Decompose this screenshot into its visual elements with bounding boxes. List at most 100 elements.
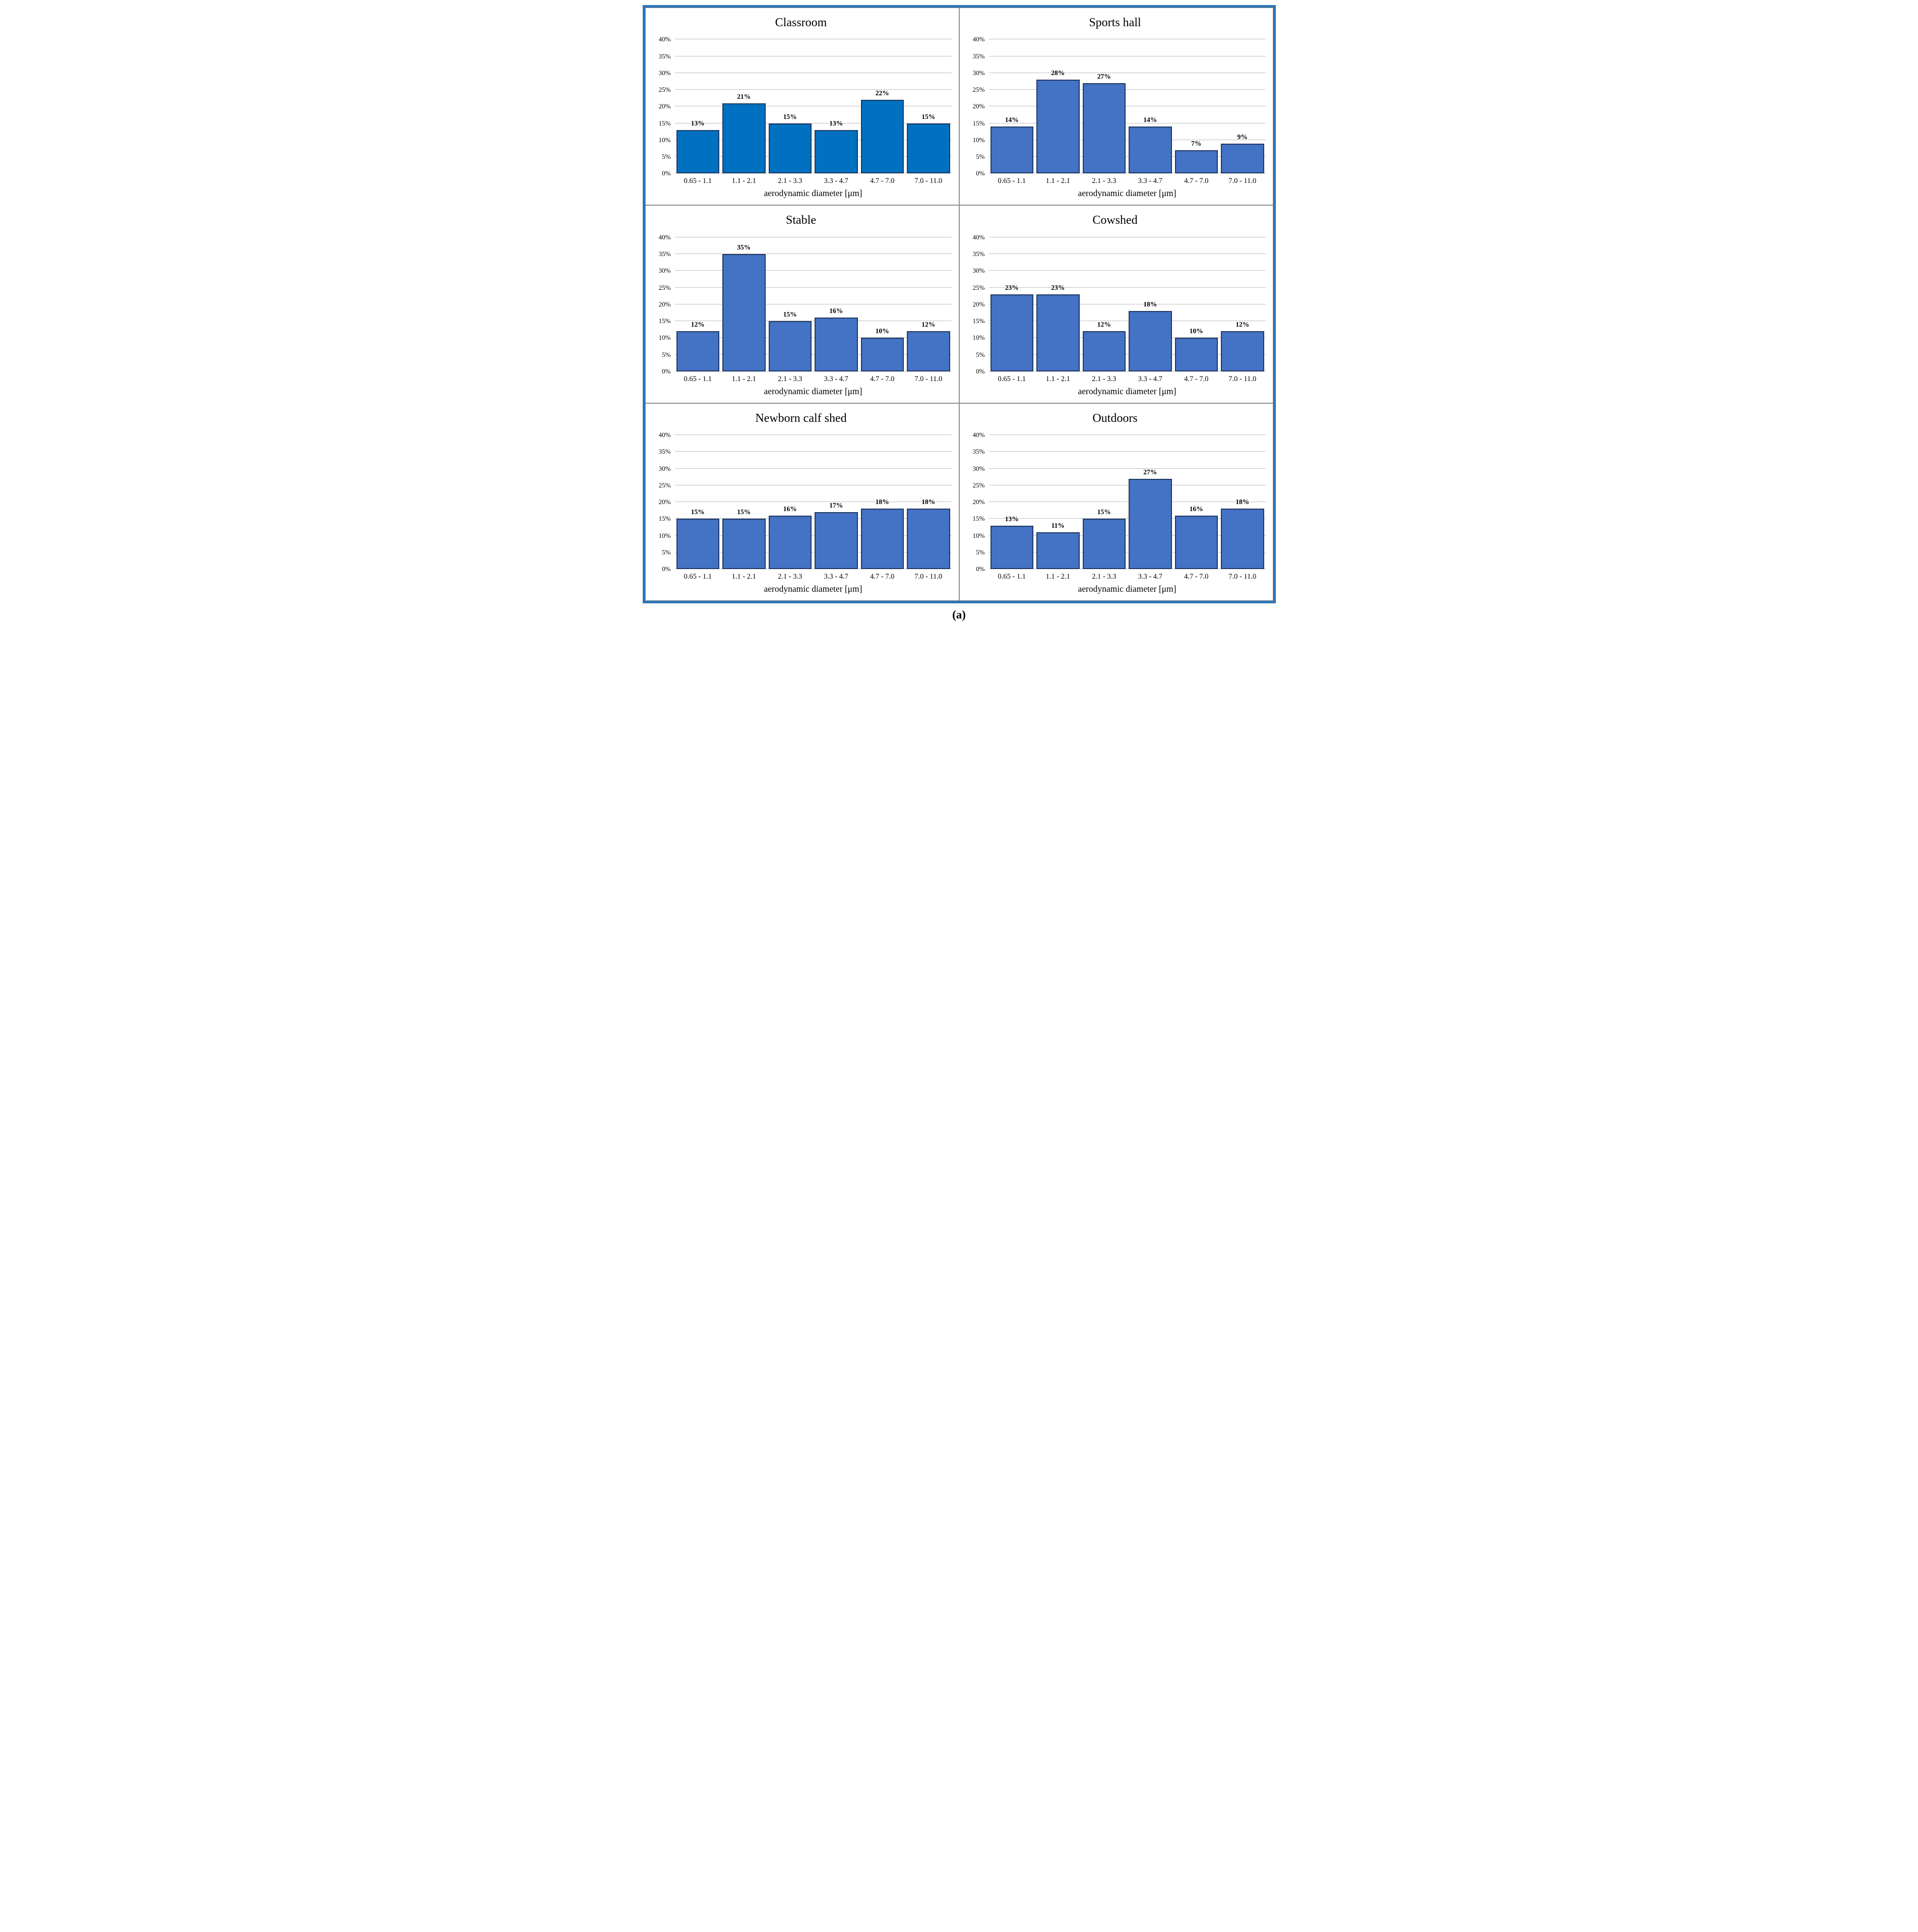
chart-body: 0% 5% 10% 15% 20% 25% 30% 35% 40% 12% 35% 15% 16% 10%… <box>651 233 952 375</box>
bar <box>1129 127 1172 174</box>
bar <box>815 512 858 570</box>
bar <box>768 321 812 371</box>
bar-value-label: 16% <box>1189 505 1203 513</box>
bar <box>1129 311 1172 371</box>
x-tick-labels: 0.65 - 1.1 1.1 - 2.1 2.1 - 3.3 3.3 - 4.7 4.7… <box>989 573 1266 581</box>
x-axis-title: aerodynamic diameter [μm] <box>764 188 862 199</box>
bar-value-label: 13% <box>829 119 843 127</box>
bar-slot: 18% <box>905 435 952 570</box>
x-tick-label: 0.65 - 1.1 <box>684 375 712 383</box>
bar-slot: 16% <box>1173 435 1220 570</box>
bar <box>768 123 812 174</box>
plot-area: 14% 28% 27% 14% 7% 9% <box>988 39 1266 174</box>
y-tick-label: 15% <box>972 119 985 127</box>
x-tick-label: 0.65 - 1.1 <box>684 573 712 581</box>
bar <box>1174 515 1218 570</box>
page: Classroom 0% 5% 10% 15% 20% 25% 30% 35% 40% 13% 21%… <box>639 0 1280 626</box>
y-tick-label: 40% <box>972 35 985 43</box>
gridline <box>674 270 952 271</box>
y-tick-label: 40% <box>658 35 671 43</box>
bar-value-label: 23% <box>1051 283 1065 291</box>
y-tick-label: 0% <box>662 169 671 177</box>
y-axis: 0% 5% 10% 15% 20% 25% 30% 35% 40% <box>651 35 675 177</box>
bar <box>860 100 904 174</box>
chart-body: 0% 5% 10% 15% 20% 25% 30% 35% 40% 15% 15% 16% 17% 18%… <box>651 431 952 573</box>
bar <box>768 515 812 570</box>
x-tick-label: 4.7 - 7.0 <box>870 375 895 383</box>
y-tick-label: 30% <box>972 267 985 275</box>
x-tick-label: 1.1 - 2.1 <box>1045 375 1070 383</box>
y-tick-label: 0% <box>662 565 671 573</box>
y-tick-label: 20% <box>972 102 985 110</box>
bar-slot: 10% <box>1173 237 1220 371</box>
bar-value-label: 22% <box>875 89 889 97</box>
chart-title: Stable <box>786 214 816 227</box>
y-axis: 0% 5% 10% 15% 20% 25% 30% 35% 40% <box>965 233 989 375</box>
y-tick-label: 35% <box>972 250 985 258</box>
y-tick-label: 5% <box>662 548 671 556</box>
chart-panel-outdoors: Outdoors 0% 5% 10% 15% 20% 25% 30% 35% 40% 13% 11% 1… <box>959 403 1273 601</box>
figure-frame: Classroom 0% 5% 10% 15% 20% 25% 30% 35% 40% 13% 21%… <box>642 5 1276 604</box>
y-tick-label: 10% <box>972 136 985 144</box>
y-tick-label: 5% <box>662 153 671 161</box>
y-tick-label: 20% <box>658 498 671 506</box>
gridline <box>674 287 952 288</box>
chart-panel-cowshed: Cowshed 0% 5% 10% 15% 20% 25% 30% 35% 40% 23% 23% 12… <box>959 206 1273 403</box>
y-axis: 0% 5% 10% 15% 20% 25% 30% 35% 40% <box>651 233 675 375</box>
chart-grid: Classroom 0% 5% 10% 15% 20% 25% 30% 35% 40% 13% 21%… <box>645 8 1273 601</box>
bar-slot: 21% <box>721 39 767 174</box>
bar-slot: 9% <box>1219 39 1266 174</box>
bar <box>1082 331 1126 371</box>
y-tick-label: 15% <box>972 317 985 325</box>
y-tick-label: 35% <box>658 448 671 456</box>
bar-slot: 22% <box>859 39 906 174</box>
x-axis-title: aerodynamic diameter [μm] <box>1078 386 1177 396</box>
bar-slot: 15% <box>721 435 767 570</box>
chart-title: Classroom <box>775 16 827 29</box>
bar <box>1221 331 1264 371</box>
x-tick-label: 4.7 - 7.0 <box>870 573 895 581</box>
bar <box>990 127 1033 174</box>
y-tick-label: 15% <box>658 317 671 325</box>
y-tick-label: 35% <box>972 448 985 456</box>
bar-slots: 12% 35% 15% 16% 10% 12% <box>675 237 952 371</box>
bar-slot: 18% <box>1219 435 1266 570</box>
bar-slots: 15% 15% 16% 17% 18% 18% <box>675 435 952 570</box>
x-tick-label: 7.0 - 11.0 <box>914 177 943 185</box>
bar-slot: 12% <box>905 237 952 371</box>
bar-slot: 27% <box>1081 39 1128 174</box>
bar-slot: 15% <box>905 39 952 174</box>
bar-value-label: 15% <box>691 508 705 516</box>
bar <box>907 331 950 371</box>
x-axis-title: aerodynamic diameter [μm] <box>1078 188 1177 199</box>
x-tick-label: 3.3 - 4.7 <box>824 573 848 581</box>
x-tick-label: 3.3 - 4.7 <box>824 375 848 383</box>
bar-value-label: 15% <box>783 310 797 319</box>
gridline <box>988 468 1266 469</box>
gridline <box>674 518 952 519</box>
bar-value-label: 12% <box>691 320 705 328</box>
bar-value-label: 27% <box>1143 468 1157 476</box>
y-tick-label: 15% <box>658 119 671 127</box>
bar-slot: 28% <box>1035 39 1081 174</box>
bar <box>990 525 1033 570</box>
x-tick-label: 0.65 - 1.1 <box>684 177 712 185</box>
y-tick-label: 25% <box>658 283 671 291</box>
bar-slot: 12% <box>1219 237 1266 371</box>
y-tick-label: 30% <box>972 464 985 472</box>
bar-value-label: 16% <box>783 505 797 513</box>
bar <box>676 331 719 371</box>
bar-slot: 10% <box>859 237 906 371</box>
bar <box>722 519 766 570</box>
x-tick-label: 0.65 - 1.1 <box>998 573 1026 581</box>
y-tick-label: 0% <box>976 169 985 177</box>
chart-panel-stable: Stable 0% 5% 10% 15% 20% 25% 30% 35% 40% 12% 35% 15%… <box>645 206 959 403</box>
bar-value-label: 10% <box>1189 327 1203 335</box>
bar-slots: 14% 28% 27% 14% 7% 9% <box>989 39 1266 174</box>
bar-value-label: 12% <box>1097 320 1111 328</box>
bar-value-label: 9% <box>1237 133 1248 141</box>
bar-slot: 18% <box>1127 237 1173 371</box>
plot-area: 15% 15% 16% 17% 18% 18% <box>674 434 952 570</box>
bar-slot: 14% <box>989 39 1035 174</box>
y-tick-label: 25% <box>658 481 671 489</box>
